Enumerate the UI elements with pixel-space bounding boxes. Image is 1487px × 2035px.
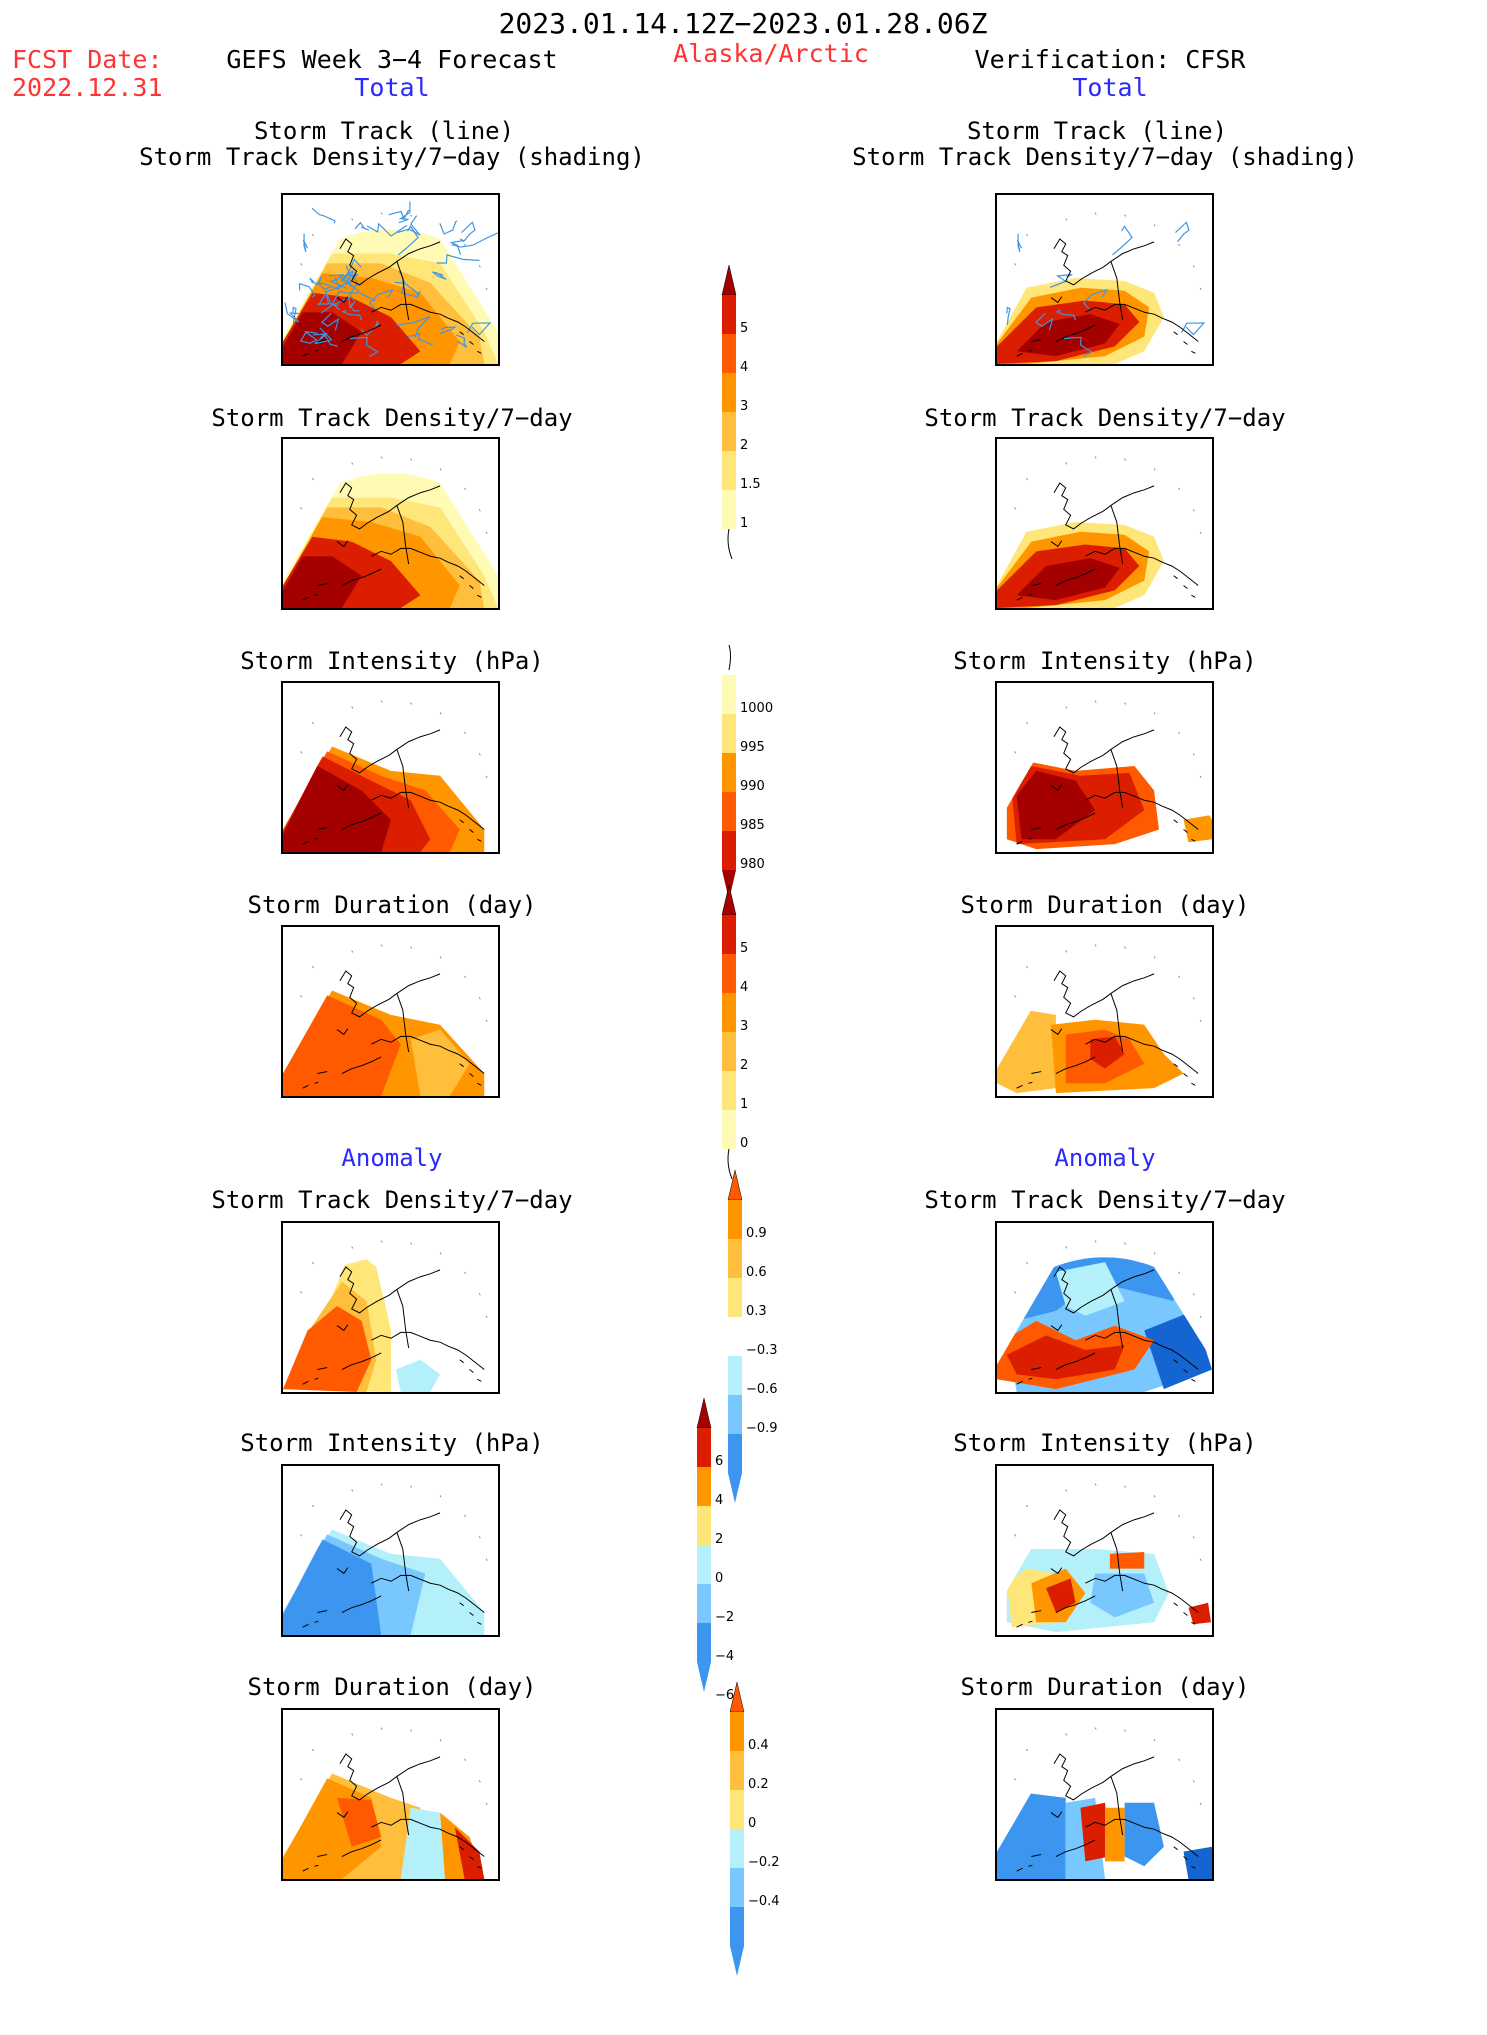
colorbar-tick-label: 1 xyxy=(740,1097,748,1112)
left-track-line-title: Storm Track (line) xyxy=(253,117,515,145)
right-anomaly-label: Anomaly xyxy=(1054,1144,1156,1172)
colorbar-tick-label: 4 xyxy=(715,1493,723,1508)
colorbar-tick-label: −0.2 xyxy=(748,1855,780,1870)
left-total-label: Total xyxy=(354,73,430,102)
right-duration-map xyxy=(995,925,1214,1098)
right-anom-duration-map xyxy=(995,1708,1214,1881)
right-anom-density-map xyxy=(995,1221,1214,1394)
right-total-label: Total xyxy=(1072,73,1148,102)
verification-title: Verification: CFSR xyxy=(974,45,1246,74)
colorbar-tick-label: 980 xyxy=(740,857,765,872)
left-intensity-title: Storm Intensity (hPa) xyxy=(240,647,544,675)
fcst-date-label: FCST Date: xyxy=(12,45,163,74)
right-track-line-title: Storm Track (line) xyxy=(966,117,1228,145)
colorbar-tick-label: 0.4 xyxy=(748,1738,769,1753)
colorbar-tick-label: −4 xyxy=(715,1649,734,1664)
left-storm-track-map xyxy=(281,193,500,366)
left-anom-intensity-map xyxy=(281,1464,500,1637)
left-duration-map xyxy=(281,925,500,1098)
right-intensity-map xyxy=(995,681,1214,854)
colorbar-tick-label: −0.4 xyxy=(748,1894,780,1909)
region-title: Alaska/Arctic xyxy=(673,39,869,68)
left-anom-intensity-title: Storm Intensity (hPa) xyxy=(240,1429,544,1457)
colorbar-tick-label: 2 xyxy=(715,1532,723,1547)
colorbar-tick-label: 0 xyxy=(748,1816,756,1831)
date-range-title: 2023.01.14.12Z−2023.01.28.06Z xyxy=(498,7,988,40)
colorbar-tick-label: 4 xyxy=(740,980,748,995)
right-track-density-title: Storm Track Density/7−day xyxy=(924,404,1286,432)
colorbar-tick-label: 0 xyxy=(740,1136,748,1151)
colorbar-tick-label: 3 xyxy=(740,1019,748,1034)
fcst-date-value: 2022.12.31 xyxy=(12,73,163,102)
colorbar-tick-label: 990 xyxy=(740,779,765,794)
colorbar-tick-label: 0.9 xyxy=(746,1226,767,1241)
left-anomaly-label: Anomaly xyxy=(341,1144,443,1172)
right-track-density-map xyxy=(995,437,1214,610)
colorbar-tick-label: 0.6 xyxy=(746,1265,767,1280)
colorbar-tick-label: 2 xyxy=(740,1058,748,1073)
right-anom-intensity-map xyxy=(995,1464,1214,1637)
colorbar-tick-label: 5 xyxy=(740,941,748,956)
colorbar-tick-label: −0.9 xyxy=(746,1421,778,1436)
right-duration-title: Storm Duration (day) xyxy=(960,891,1250,919)
right-storm-track-map xyxy=(995,193,1214,366)
left-track-density-title: Storm Track Density/7−day xyxy=(211,404,573,432)
left-anom-density-map xyxy=(281,1221,500,1394)
left-track-shading-title: Storm Track Density/7−day (shading) xyxy=(139,143,645,171)
colorbar-tick-label: −6 xyxy=(715,1688,734,1703)
colorbar-tick-label: 3 xyxy=(740,399,748,414)
colorbar-tick-label: 1.5 xyxy=(740,477,761,492)
left-anom-duration-map xyxy=(281,1708,500,1881)
colorbar-tick-label: −2 xyxy=(715,1610,734,1625)
colorbar-tick-label: −0.6 xyxy=(746,1382,778,1397)
colorbar-tick-label: 4 xyxy=(740,360,748,375)
forecast-title: GEFS Week 3−4 Forecast xyxy=(226,45,558,74)
left-track-density-map xyxy=(281,437,500,610)
colorbar-tick-label: 0.2 xyxy=(748,1777,769,1792)
colorbar-tick-label: 995 xyxy=(740,740,765,755)
right-anom-intensity-title: Storm Intensity (hPa) xyxy=(953,1429,1257,1457)
colorbar-tick-label: −0.3 xyxy=(746,1343,778,1358)
right-anom-density-title: Storm Track Density/7−day xyxy=(924,1186,1286,1214)
right-anom-duration-title: Storm Duration (day) xyxy=(960,1673,1250,1701)
colorbar-tick-label: 6 xyxy=(715,1454,723,1469)
right-intensity-title: Storm Intensity (hPa) xyxy=(953,647,1257,675)
colorbar-tick-label: 5 xyxy=(740,321,748,336)
colorbar-tick-label: 985 xyxy=(740,818,765,833)
colorbar-tick-label: 2 xyxy=(740,438,748,453)
left-intensity-map xyxy=(281,681,500,854)
right-track-shading-title: Storm Track Density/7−day (shading) xyxy=(852,143,1358,171)
left-anom-duration-title: Storm Duration (day) xyxy=(247,1673,537,1701)
colorbar-tick-label: 1 xyxy=(740,516,748,531)
left-duration-title: Storm Duration (day) xyxy=(247,891,537,919)
colorbar-tick-label: 0 xyxy=(715,1571,723,1586)
left-anom-density-title: Storm Track Density/7−day xyxy=(211,1186,573,1214)
colorbar-tick-label: 0.3 xyxy=(746,1304,767,1319)
colorbar-tick-label: 1000 xyxy=(740,701,773,716)
